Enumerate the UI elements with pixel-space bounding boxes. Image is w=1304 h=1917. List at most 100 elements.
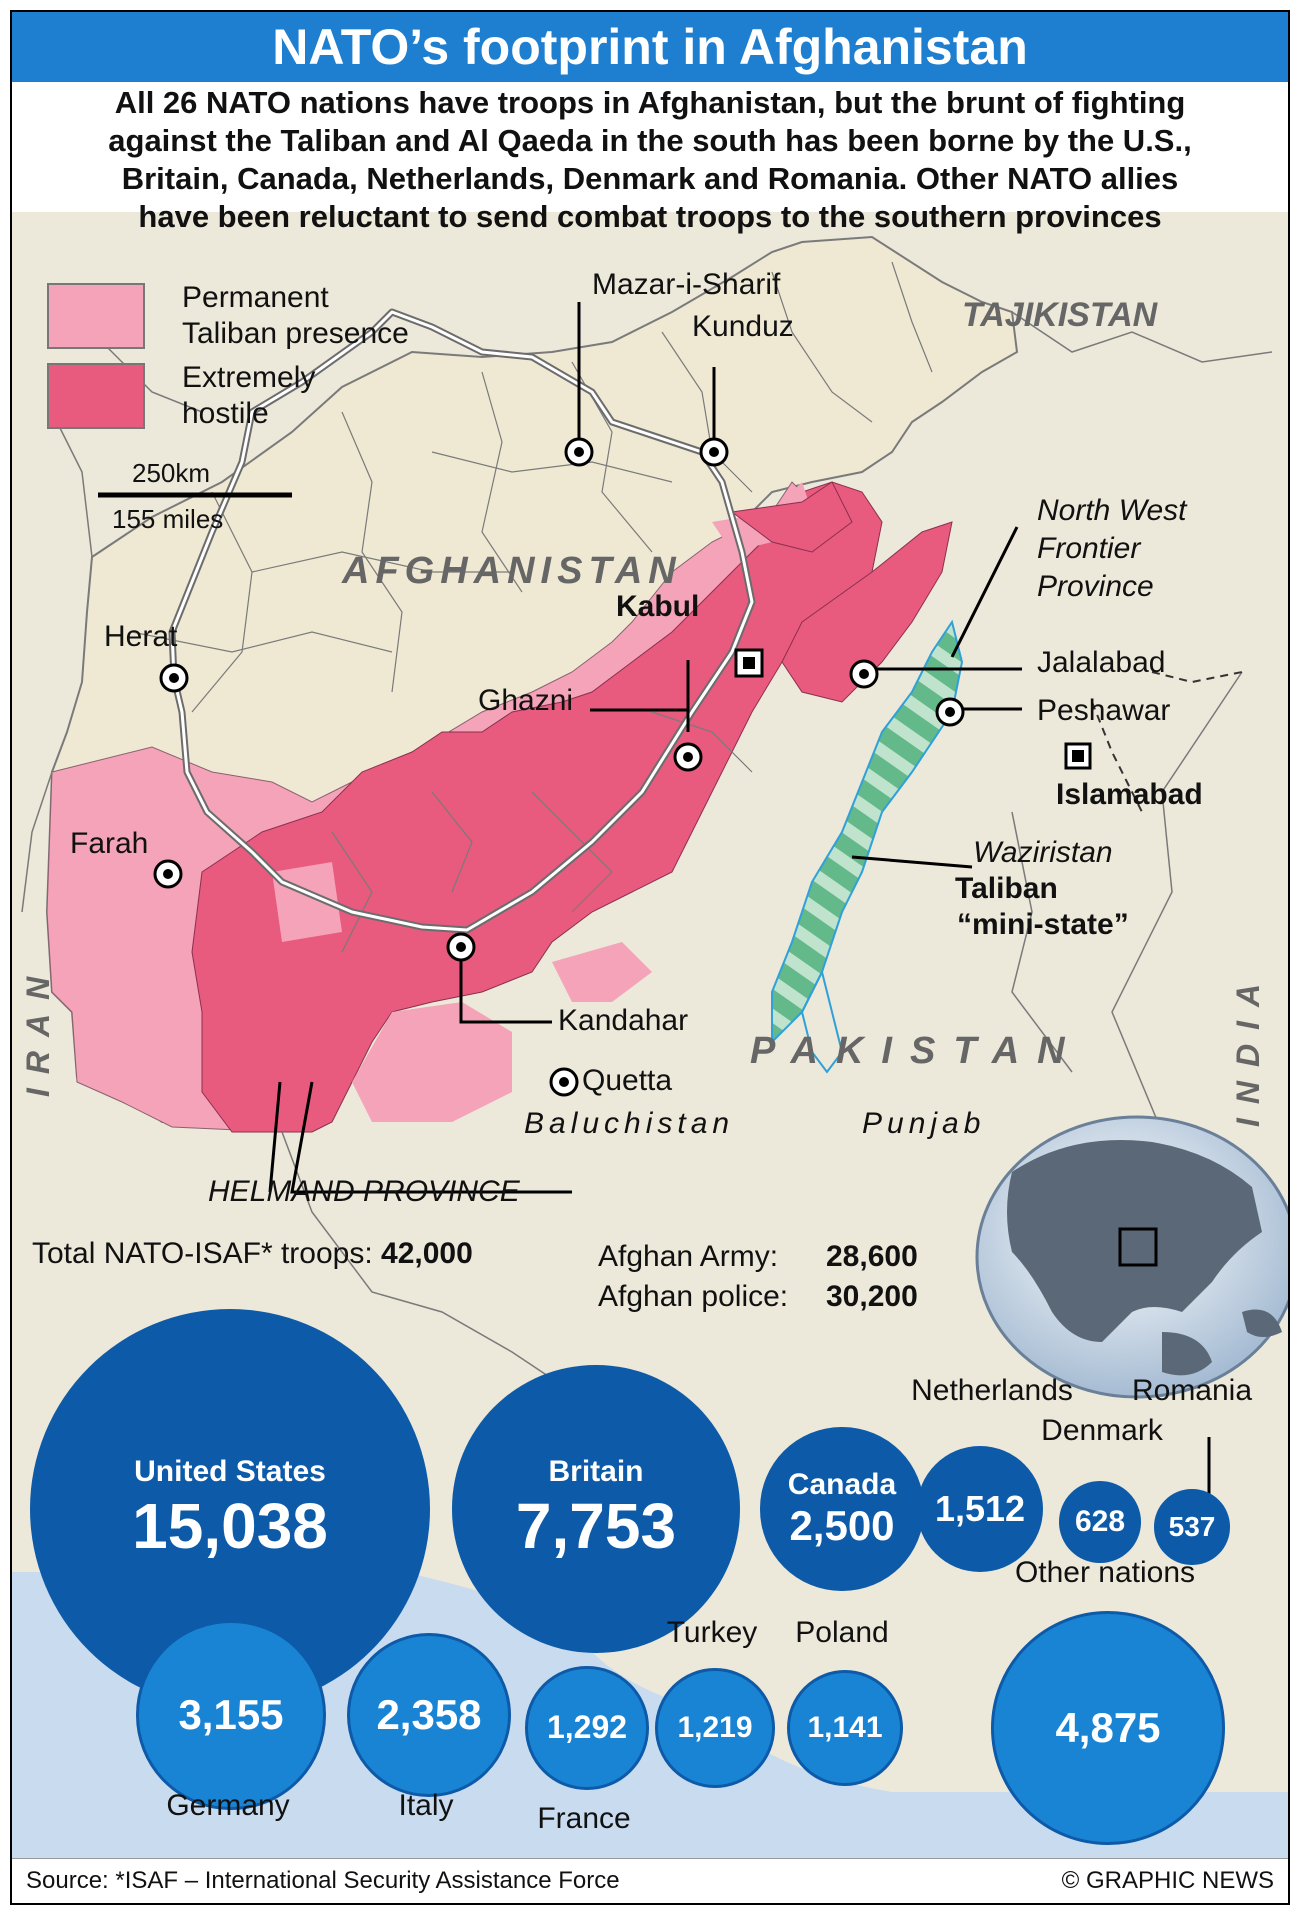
legend-hostile-line1: Extremely bbox=[182, 361, 316, 394]
scale-miles: 155 miles bbox=[112, 504, 224, 534]
page-title: NATO’s footprint in Afghanistan bbox=[12, 12, 1288, 82]
label-baluchistan: Baluchistan bbox=[524, 1107, 735, 1140]
label-waziristan: Waziristan Taliban “mini-state” bbox=[955, 835, 1129, 943]
bubble-label: Poland bbox=[795, 1616, 889, 1649]
label-tajikistan: TAJIKISTAN bbox=[962, 296, 1158, 334]
nwfp-line3: Province bbox=[1037, 570, 1154, 603]
bubble-romania: 537 bbox=[1154, 1489, 1230, 1565]
city-label-jalalabad: Jalalabad bbox=[1037, 646, 1166, 679]
bubble-france: 1,292 bbox=[525, 1666, 649, 1790]
marker-peshawar bbox=[935, 697, 965, 727]
waziristan-region bbox=[771, 619, 964, 1045]
bubble-value: 3,155 bbox=[178, 1690, 284, 1738]
intro-line: All 26 NATO nations have troops in Afgha… bbox=[114, 85, 1186, 120]
bubble-name: United States bbox=[134, 1455, 326, 1488]
marker-kabul bbox=[734, 648, 764, 678]
globe-highlight-box bbox=[1118, 1227, 1158, 1267]
label-nwfp: North West Frontier Province bbox=[1037, 492, 1187, 606]
marker-islamabad bbox=[1064, 742, 1092, 770]
waziristan-line3: “mini-state” bbox=[957, 908, 1129, 941]
marker-mazar bbox=[564, 437, 594, 467]
bubble-poland: 1,141 bbox=[786, 1669, 904, 1787]
marker-kunduz bbox=[699, 437, 729, 467]
bubble-netherlands: 1,512 bbox=[916, 1445, 1044, 1573]
bubble-label: Other nations bbox=[1014, 1556, 1196, 1589]
bubble-value: 1,219 bbox=[677, 1710, 753, 1744]
legend-swatch-permanent bbox=[47, 283, 145, 349]
label-iran: IRAN bbox=[20, 962, 56, 1097]
intro-line: Britain, Canada, Netherlands, Denmark an… bbox=[121, 161, 1179, 196]
bubble-value: 15,038 bbox=[132, 1490, 328, 1562]
legend-hostile-line2: hostile bbox=[182, 397, 269, 430]
bubble-germany: 3,155 bbox=[136, 1620, 326, 1810]
marker-herat bbox=[159, 663, 189, 693]
bubble-value: 4,875 bbox=[1055, 1703, 1161, 1751]
legend-permanent-line2: Taliban presence bbox=[182, 317, 409, 350]
bubble-label: France bbox=[537, 1802, 631, 1835]
bubble-value: 7,753 bbox=[515, 1489, 677, 1562]
waziristan-line1: Waziristan bbox=[973, 836, 1113, 869]
bubble-label: Netherlands bbox=[911, 1374, 1073, 1407]
city-label-kandahar: Kandahar bbox=[558, 1004, 689, 1037]
bubble-britain: Britain 7,753 bbox=[452, 1365, 740, 1653]
bubble-label: Italy bbox=[398, 1789, 454, 1822]
total-troops-stat: Total NATO-ISAF* troops: 42,000 bbox=[32, 1237, 473, 1271]
bubble-name: Britain bbox=[548, 1454, 644, 1488]
legend-hostile-label: Extremely hostile bbox=[182, 360, 315, 432]
bubble-turkey: 1,219 bbox=[655, 1668, 775, 1788]
label-india: INDIA bbox=[1230, 969, 1266, 1127]
bubble-label: Turkey bbox=[666, 1616, 758, 1649]
bubble-other-nations: 4,875 bbox=[991, 1611, 1225, 1845]
footer: Source: *ISAF – International Security A… bbox=[12, 1858, 1288, 1903]
bubble-value: 628 bbox=[1074, 1504, 1126, 1538]
bubble-value: 1,512 bbox=[934, 1487, 1026, 1529]
nwfp-line2: Frontier bbox=[1037, 532, 1141, 565]
city-label-mazar: Mazar-i-Sharif bbox=[592, 268, 781, 301]
bubble-value: 2,358 bbox=[376, 1690, 482, 1738]
bubble-label: Germany bbox=[166, 1789, 290, 1822]
label-afghanistan: AFGHANISTAN bbox=[342, 550, 682, 592]
city-label-farah: Farah bbox=[70, 827, 149, 860]
waziristan-line2: Taliban bbox=[955, 872, 1058, 905]
afghan-forces-stat: Afghan Army: 28,600 Afghan police: 30,200 bbox=[598, 1237, 918, 1317]
nwfp-line1: North West bbox=[1037, 494, 1187, 527]
afghan-police-value: 30,200 bbox=[826, 1280, 918, 1313]
marker-kandahar bbox=[446, 932, 476, 962]
bubble-value: 537 bbox=[1168, 1510, 1216, 1542]
marker-ghazni bbox=[673, 742, 703, 772]
afghan-army-label: Afghan Army: bbox=[598, 1240, 779, 1273]
bubble-label: Denmark bbox=[1041, 1414, 1163, 1447]
intro-text: All 26 NATO nations have troops in Afgha… bbox=[12, 84, 1288, 236]
city-label-ghazni: Ghazni bbox=[478, 684, 574, 717]
city-label-kabul: Kabul bbox=[616, 590, 700, 623]
city-label-quetta: Quetta bbox=[582, 1064, 673, 1097]
bubble-value: 2,500 bbox=[789, 1501, 895, 1549]
source-note: Source: *ISAF – International Security A… bbox=[26, 1867, 620, 1894]
total-troops-value: 42,000 bbox=[381, 1237, 473, 1270]
legend-permanent-label: Permanent Taliban presence bbox=[182, 280, 409, 352]
label-helmand: HELMAND PROVINCE bbox=[208, 1175, 520, 1208]
bubble-denmark: 628 bbox=[1059, 1481, 1141, 1563]
city-label-kunduz: Kunduz bbox=[692, 310, 794, 343]
marker-quetta bbox=[549, 1067, 579, 1097]
city-label-herat: Herat bbox=[104, 620, 178, 653]
bubble-label: Romania bbox=[1131, 1374, 1253, 1407]
afghan-police-label: Afghan police: bbox=[598, 1280, 789, 1313]
bubble-name: Canada bbox=[787, 1467, 897, 1501]
marker-farah bbox=[153, 859, 183, 889]
credit: © GRAPHIC NEWS bbox=[1061, 1867, 1274, 1894]
infographic-frame: NATO’s footprint in Afghanistan All 26 N… bbox=[10, 10, 1290, 1905]
total-troops-label: Total NATO-ISAF* troops: bbox=[32, 1237, 373, 1270]
city-label-peshawar: Peshawar bbox=[1037, 694, 1171, 727]
bubble-value: 1,141 bbox=[807, 1710, 883, 1744]
bubble-italy: 2,358 bbox=[346, 1632, 512, 1798]
bubble-canada: Canada 2,500 bbox=[760, 1427, 924, 1591]
city-markers bbox=[153, 437, 1092, 1097]
legend-permanent-line1: Permanent bbox=[182, 281, 329, 314]
scale-km: 250km bbox=[132, 458, 211, 488]
label-punjab: Punjab bbox=[862, 1107, 986, 1140]
marker-jalalabad bbox=[849, 659, 879, 689]
bubble-value: 1,292 bbox=[546, 1709, 628, 1746]
globe-inset bbox=[975, 1115, 1288, 1399]
intro-line: against the Taliban and Al Qaeda in the … bbox=[108, 123, 1192, 158]
